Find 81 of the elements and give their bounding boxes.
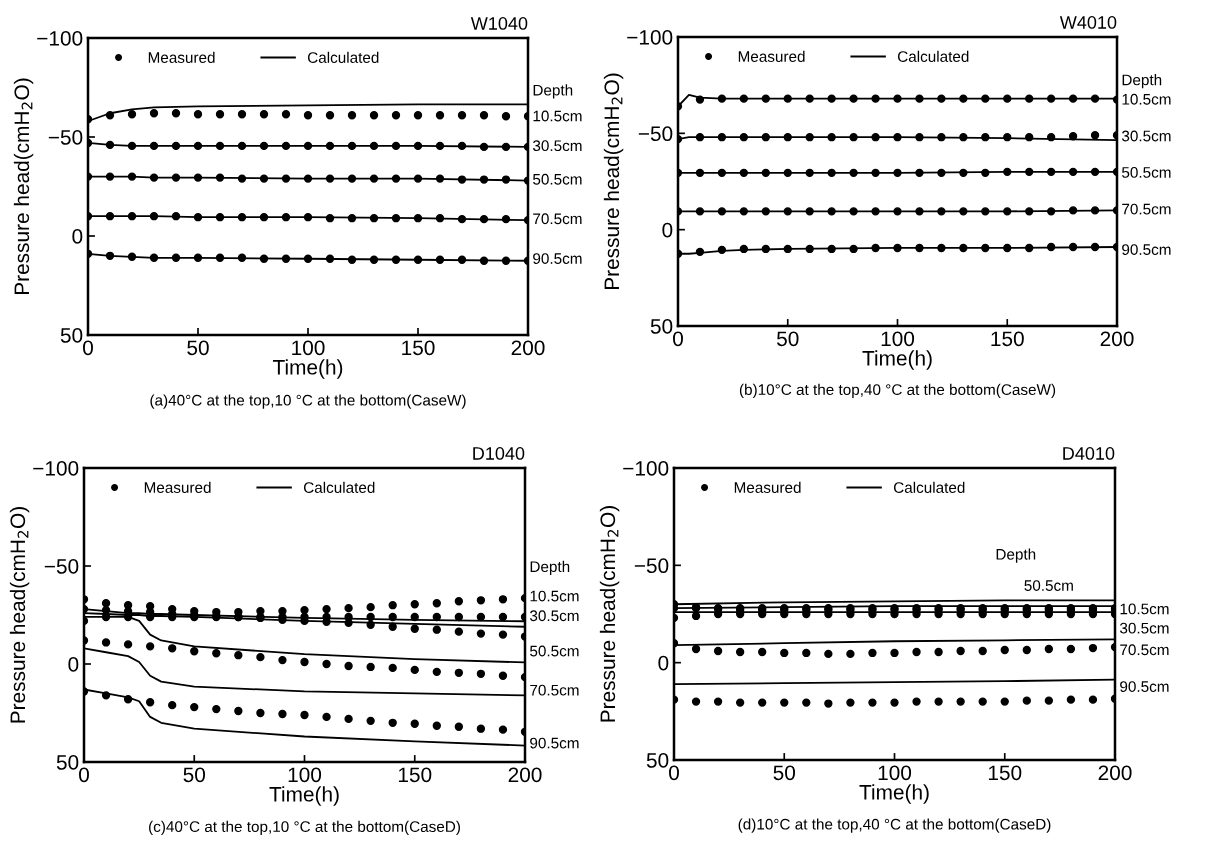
y-axis-title: Pressure head(cmH$_{2}$O)	[603, 73, 624, 290]
x-tick-label: 50	[777, 331, 799, 347]
text: 70.5cm	[1122, 203, 1171, 215]
text: (a)40°C at the top,10 °C at the bottom(CaseW)	[150, 394, 466, 409]
y-axis-title: Pressure head(cmH$_{2}$O)	[9, 507, 30, 723]
chart-title: D4010	[1063, 447, 1115, 460]
x-axis-title: Time(h)	[862, 350, 932, 370]
legend-label: Calculated	[893, 481, 965, 493]
x-tick-label: 200	[508, 767, 542, 783]
legend-label: Calculated	[897, 50, 969, 62]
x-tick-label: 150	[991, 331, 1024, 347]
text: 30.5cm	[529, 610, 579, 622]
annotation: Depth	[996, 548, 1036, 563]
x-tick-label: 200	[1100, 331, 1134, 347]
x-axis-title: Time(h)	[859, 784, 929, 804]
text: 70.5cm	[1120, 644, 1169, 656]
y-tick-label: 50	[646, 753, 669, 768]
x-tick-label: 0	[673, 331, 683, 347]
text: 10.5cm	[1120, 603, 1169, 615]
x-tick-label: 100	[881, 331, 915, 347]
y-axis-title: Pressure head(cmH$_{2}$O)	[13, 78, 34, 295]
text: 50.5cm	[533, 173, 582, 185]
text: 10.5cm	[1122, 93, 1171, 105]
x-tick-label: 50	[773, 765, 796, 781]
x-tick-label: 100	[878, 765, 912, 781]
y-tick-label: 0	[658, 655, 669, 671]
text: 90.5cm	[1120, 681, 1169, 692]
chart-title: W1040	[470, 17, 528, 30]
text: 90.5cm	[1122, 244, 1171, 255]
legend-label: Measured	[734, 481, 801, 493]
x-axis-title: Time(h)	[272, 359, 343, 379]
x-tick-label: 100	[292, 340, 325, 356]
text: 90.5cm	[533, 253, 582, 264]
text: 30.5cm	[532, 140, 582, 152]
text: (c)40°C at the top,10 °C at the bottom(CaseD)	[149, 820, 460, 836]
text: 90.5cm	[530, 737, 579, 749]
legend-label: Measured	[148, 51, 215, 63]
x-tick-label: 150	[402, 340, 435, 356]
text: 50.5cm	[530, 645, 579, 657]
y-tick-label: −50	[44, 559, 79, 574]
text: (d)10°C at the top,40 °C at the bottom(CaseD)	[738, 818, 1051, 833]
x-tick-label: 150	[398, 767, 432, 783]
text: 70.5cm	[530, 684, 579, 696]
y-tick-label: −50	[48, 130, 83, 145]
text: 10.5cm	[533, 110, 582, 122]
y-tick-label: −50	[634, 558, 669, 574]
y-tick-label: −50	[638, 126, 673, 142]
x-tick-label: 200	[511, 340, 545, 356]
chart-title: W4010	[1059, 16, 1117, 29]
x-axis-title: Time(h)	[269, 786, 339, 806]
annotation: 50.5cm	[1024, 580, 1073, 591]
text: 50.5cm	[1122, 166, 1171, 178]
legend-label: Measured	[144, 481, 211, 493]
y-tick-label: 0	[662, 222, 673, 238]
text: Depth	[533, 84, 573, 99]
text: 30.5cm	[1119, 622, 1169, 634]
y-tick-label: 50	[650, 319, 673, 334]
text: 70.5cm	[533, 213, 582, 225]
y-tick-label: −100	[33, 461, 79, 476]
y-tick-label: 50	[56, 755, 79, 770]
text: 10.5cm	[530, 590, 579, 602]
text: Depth	[530, 560, 570, 576]
text: Depth	[1122, 74, 1162, 89]
y-tick-label: −100	[37, 31, 83, 46]
text: 30.5cm	[1121, 130, 1171, 142]
y-axis-title: Pressure head(cmH$_{2}$O)	[599, 506, 620, 722]
y-tick-label: 0	[72, 229, 83, 244]
legend-label: Calculated	[303, 481, 375, 493]
legend-label: Measured	[738, 50, 805, 62]
chart-title: D1040	[473, 447, 525, 460]
x-tick-label: 150	[988, 765, 1022, 781]
y-tick-label: 0	[68, 657, 79, 672]
x-tick-label: 50	[183, 767, 206, 783]
y-tick-label: −100	[627, 30, 673, 45]
x-tick-label: 50	[187, 340, 209, 356]
x-tick-label: 200	[1098, 765, 1132, 781]
y-tick-label: −100	[623, 461, 669, 476]
legend-label: Calculated	[307, 51, 379, 63]
x-tick-label: 0	[83, 340, 93, 356]
text: (b)10°C at the top,40 °C at the bottom(CaseW)	[739, 383, 1056, 399]
x-tick-label: 100	[288, 767, 322, 783]
